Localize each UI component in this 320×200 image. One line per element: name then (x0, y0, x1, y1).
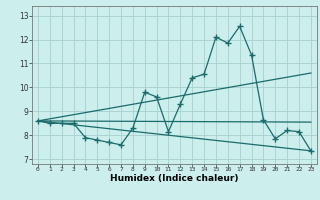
X-axis label: Humidex (Indice chaleur): Humidex (Indice chaleur) (110, 174, 239, 183)
